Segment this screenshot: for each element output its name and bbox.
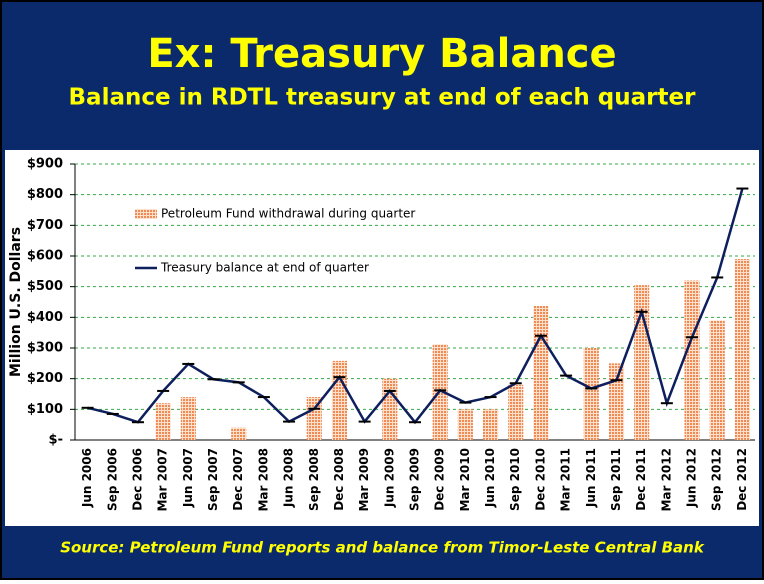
x-tick-label: Sep 2008 — [307, 448, 321, 511]
x-tick-label: Mar 2008 — [256, 448, 270, 512]
y-tick-label: $900 — [27, 157, 63, 172]
bar — [533, 305, 549, 440]
y-tick-label: $500 — [27, 279, 63, 294]
x-tick-label: Jun 2007 — [181, 448, 195, 508]
x-tick-label: Mar 2009 — [357, 448, 371, 512]
x-tick-label: Sep 2009 — [408, 448, 422, 511]
y-tick-label: $800 — [27, 187, 63, 202]
bar — [508, 384, 524, 440]
x-tick-label: Dec 2008 — [332, 448, 346, 511]
y-tick-label: $300 — [27, 341, 63, 356]
x-tick-label: Dec 2006 — [130, 448, 144, 511]
x-tick-label: Jun 2010 — [483, 448, 497, 508]
x-tick-label: Sep 2010 — [508, 448, 522, 511]
y-tick-label: $700 — [27, 218, 63, 233]
y-tick-label: $400 — [27, 310, 63, 325]
bar — [483, 409, 499, 440]
x-tick-label: Sep 2012 — [710, 448, 724, 511]
y-axis-label: Million U.S. Dollars — [8, 227, 24, 377]
y-tick-label: $600 — [27, 249, 63, 264]
y-tick-label: $100 — [27, 402, 63, 417]
subtitle: Balance in RDTL treasury at end of each … — [69, 85, 697, 111]
x-tick-label: Sep 2007 — [206, 448, 220, 511]
bar — [608, 363, 625, 440]
x-tick-label: Sep 2011 — [609, 448, 623, 511]
bar — [231, 427, 247, 440]
bar — [684, 280, 700, 440]
bar — [331, 360, 347, 440]
x-tick-label: Dec 2012 — [735, 448, 749, 511]
y-tick-label: $200 — [27, 371, 63, 386]
x-tick-label: Mar 2007 — [156, 448, 170, 512]
x-tick-label: Sep 2006 — [105, 448, 119, 511]
legend-label: Treasury balance at end of quarter — [160, 261, 369, 275]
x-tick-label: Jun 2006 — [80, 448, 94, 508]
x-tick-label: Jun 2009 — [382, 448, 396, 508]
y-tick-label: $- — [49, 433, 63, 448]
bar — [734, 259, 750, 440]
bar — [457, 409, 473, 440]
x-tick-label: Mar 2012 — [659, 448, 673, 512]
x-tick-label: Mar 2010 — [458, 448, 472, 512]
x-tick-label: Dec 2010 — [533, 448, 547, 511]
x-tick-label: Mar 2011 — [559, 448, 573, 512]
x-tick-label: Dec 2007 — [231, 448, 245, 511]
bar — [709, 320, 725, 440]
bar — [155, 403, 171, 440]
bar — [583, 348, 599, 440]
x-tick-label: Dec 2011 — [634, 448, 648, 511]
x-tick-label: Jun 2011 — [584, 448, 598, 508]
source: Source: Petroleum Fund reports and balan… — [60, 539, 705, 557]
legend-label: Petroleum Fund withdrawal during quarter — [161, 207, 415, 221]
x-tick-label: Dec 2009 — [433, 448, 447, 511]
x-tick-label: Jun 2012 — [685, 448, 699, 508]
bar — [180, 397, 196, 440]
legend-swatch — [135, 209, 157, 219]
bar — [382, 378, 398, 440]
x-tick-label: Jun 2008 — [282, 448, 296, 508]
title: Ex: Treasury Balance — [147, 31, 616, 77]
